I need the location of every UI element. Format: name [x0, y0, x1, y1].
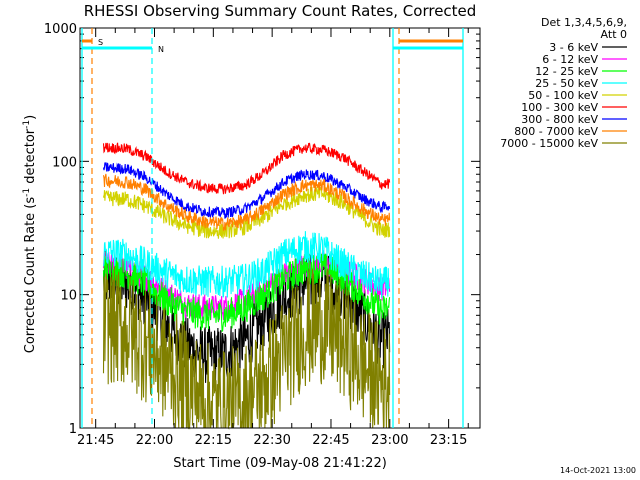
series-line — [102, 162, 391, 219]
series-line — [102, 266, 391, 430]
x-axis-label: Start Time (09-May-08 21:41:22) — [173, 456, 387, 471]
legend-label: 800 - 7000 keV — [514, 125, 598, 138]
x-tick-label: 22:45 — [312, 433, 349, 448]
s-flag-label: S — [98, 38, 103, 47]
timestamp: 14-Oct-2021 13:00 — [560, 466, 636, 475]
plot-frame — [79, 27, 481, 429]
x-tick-label: 21:45 — [77, 433, 114, 448]
legend-label: 6 - 12 keV — [542, 53, 598, 66]
x-tick-label: 23:15 — [430, 433, 467, 448]
x-tick-label: 23:00 — [371, 433, 408, 448]
series-line — [102, 231, 391, 298]
y-tick-label: 1 — [69, 422, 77, 437]
series-line — [102, 142, 391, 195]
x-tick-label: 22:00 — [136, 433, 173, 448]
y-axis-label: Corrected Count Rate (s-1 detector-1) — [22, 115, 38, 353]
legend-label: 3 - 6 keV — [549, 41, 598, 54]
n-flag-label: N — [158, 45, 164, 54]
legend-label: 100 - 300 keV — [521, 101, 598, 114]
legend-label: 25 - 50 keV — [535, 77, 598, 90]
plot-area — [102, 142, 391, 430]
chart-title: RHESSI Observing Summary Count Rates, Co… — [84, 2, 477, 20]
series-line — [102, 173, 391, 232]
legend-label: 300 - 800 keV — [521, 113, 598, 126]
legend-label: 7000 - 15000 keV — [500, 137, 598, 150]
legend-header-line-1: Det 1,3,4,5,6,9, — [541, 16, 627, 29]
y-tick-label: 10 — [60, 289, 77, 304]
x-tick-label: 22:30 — [253, 433, 290, 448]
legend-label: 12 - 25 keV — [535, 65, 598, 78]
legend-header-line-2: Att 0 — [601, 28, 627, 41]
legend-label: 50 - 100 keV — [528, 89, 598, 102]
x-tick-label: 22:15 — [195, 433, 232, 448]
y-tick-label: 100 — [52, 155, 77, 170]
y-tick-label: 1000 — [44, 22, 77, 37]
